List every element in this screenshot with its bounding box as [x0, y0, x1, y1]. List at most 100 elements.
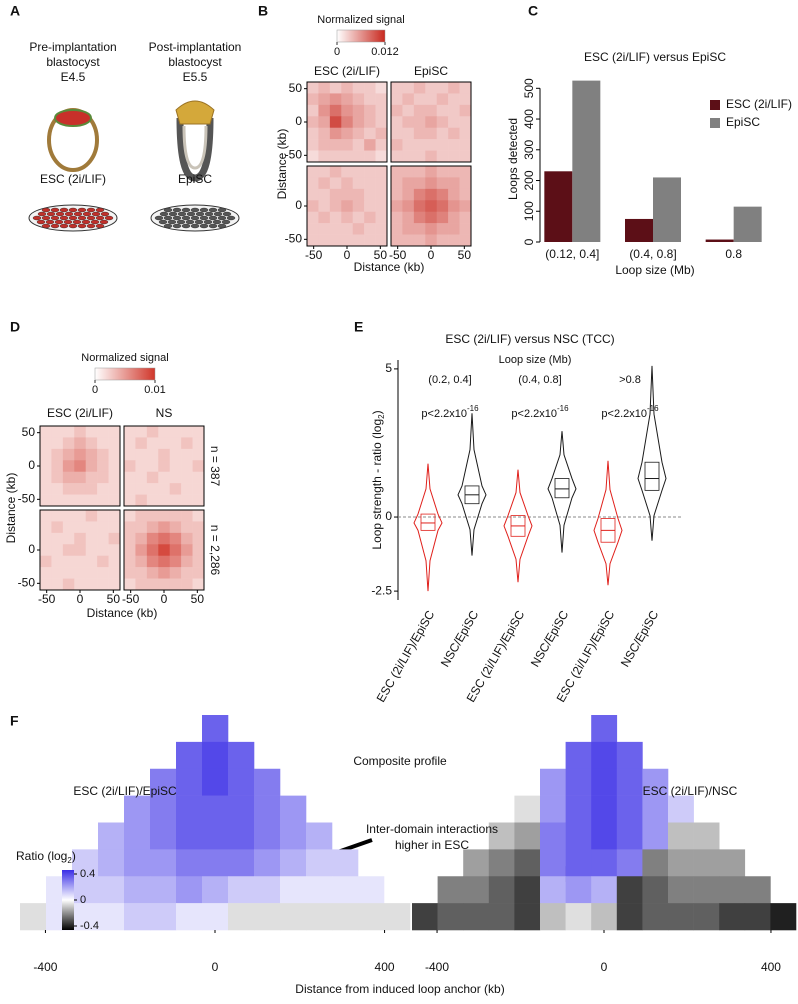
- ratio-cell: [150, 795, 177, 823]
- heatmap-cell: [97, 448, 109, 461]
- cell-colony: [176, 219, 186, 225]
- cell-colony: [46, 211, 56, 217]
- heatmap-cell: [40, 448, 52, 461]
- heatmap-cell: [97, 578, 109, 591]
- heatmap-cell: [307, 177, 319, 190]
- heatmap-cell: [97, 510, 109, 522]
- ratio-cell: [150, 903, 177, 931]
- heatmap-cell: [413, 127, 426, 140]
- ratio-cell: [540, 876, 566, 904]
- ratio-cell: [384, 903, 411, 931]
- heatmap-cell: [169, 555, 182, 568]
- heatmap-cell: [436, 200, 449, 213]
- heatmap-cell: [391, 150, 403, 163]
- heatmap-cell: [74, 555, 87, 568]
- heatmap-cell: [329, 177, 342, 190]
- heatmap-cell: [51, 555, 64, 568]
- heatmap-cell: [51, 448, 64, 461]
- ratio-cell: [332, 876, 359, 904]
- heatmap-cell: [448, 188, 460, 201]
- bar: [544, 171, 573, 242]
- p-value-part: p<2.2x10: [511, 408, 557, 420]
- heatmap-cell: [391, 104, 403, 117]
- stage-title: blastocyst: [46, 55, 100, 69]
- cell-colony: [181, 215, 191, 221]
- heatmap-cell: [375, 223, 388, 235]
- cell-colony: [208, 223, 218, 229]
- heatmap-cell: [181, 494, 193, 507]
- heatmap-cell: [51, 544, 64, 557]
- heatmap-cell: [402, 188, 415, 201]
- heatmap-cell: [51, 494, 64, 507]
- chart-title: ESC (2i/LIF) versus NSC (TCC): [445, 332, 614, 346]
- heatmap-cell: [375, 211, 388, 224]
- heatmap-cell: [341, 116, 354, 129]
- heatmap-cell: [108, 460, 121, 473]
- ratio-cell: [72, 876, 99, 904]
- ratio-cell: [514, 822, 541, 850]
- heatmap-cell: [124, 532, 136, 545]
- heatmap-cell: [192, 578, 205, 591]
- cell-colony: [90, 219, 100, 225]
- ratio-cell: [514, 795, 541, 823]
- heatmap-cell: [352, 127, 365, 140]
- ratio-cell: [565, 876, 592, 904]
- panel-letter: B: [258, 3, 268, 19]
- heatmap-cell: [459, 127, 472, 140]
- y-tick-label: -50: [285, 148, 303, 162]
- heatmap-cell: [192, 532, 205, 545]
- heatmap-cell: [74, 471, 87, 484]
- ratio-cell: [150, 768, 177, 796]
- y-tick-label: 50: [289, 81, 303, 95]
- heatmap-cell: [352, 188, 365, 201]
- colorbar-tick-label: 0.012: [371, 46, 399, 58]
- heatmap-cell: [124, 578, 136, 591]
- ratio-cell: [254, 768, 281, 796]
- ratio-cell: [540, 822, 566, 850]
- x-tick-label: NSC/EpiSC: [618, 608, 662, 670]
- heatmap-cell: [413, 104, 426, 117]
- heatmap-cell: [192, 555, 205, 568]
- cell-colony: [50, 223, 60, 229]
- heatmap-cell: [402, 200, 415, 213]
- heatmap-cell: [413, 234, 426, 247]
- heatmap-cell: [307, 200, 319, 213]
- heatmap-cell: [192, 437, 205, 450]
- heatmap-cell: [425, 82, 438, 94]
- cell-colony: [186, 211, 196, 217]
- heatmap-cell: [341, 104, 354, 117]
- cell-colony: [163, 223, 173, 229]
- ratio-cell: [693, 849, 720, 877]
- heatmap-cell: [74, 437, 87, 450]
- x-tick-label: -400: [33, 960, 57, 974]
- cell-colony: [194, 219, 204, 225]
- x-tick-label: NSC/EpiSC: [438, 608, 482, 670]
- heatmap-cell: [40, 494, 52, 507]
- y-tick-label: 0: [295, 114, 302, 128]
- ratio-cell: [488, 903, 515, 931]
- heatmap-cell: [391, 188, 403, 201]
- cell-colony: [217, 207, 227, 213]
- inner-cell-mass: [54, 109, 92, 127]
- heatmap-cell: [85, 521, 98, 534]
- heatmap-cell: [51, 460, 64, 473]
- cell-colony: [72, 219, 82, 225]
- heatmap-cell: [181, 567, 193, 579]
- cell-colony: [172, 207, 182, 213]
- heatmap-cell: [436, 93, 449, 106]
- ratio-cell: [668, 849, 694, 877]
- ratio-cell: [616, 849, 643, 877]
- heatmap-cell: [436, 223, 449, 235]
- ratio-cell: [306, 822, 333, 850]
- heatmap-cell: [192, 460, 205, 473]
- heatmap-cell: [146, 544, 159, 557]
- heatmap-cell: [459, 166, 472, 178]
- p-value-part: -16: [647, 404, 659, 413]
- heatmap-cell: [364, 93, 376, 106]
- ratio-cell: [463, 876, 490, 904]
- heatmap-cell: [375, 177, 388, 190]
- ratio-cell: [176, 741, 203, 770]
- heatmap-cell: [40, 510, 52, 522]
- heatmap-cell: [108, 578, 121, 591]
